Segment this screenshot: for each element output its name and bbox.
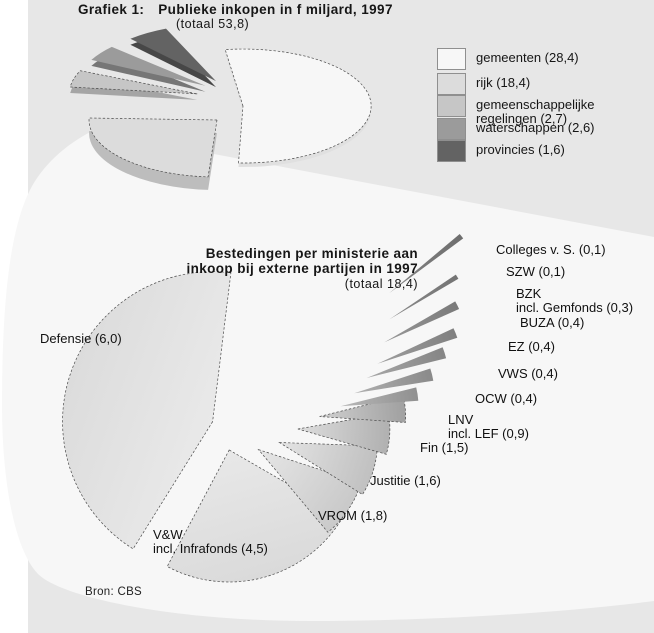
fan-slice-justitie bbox=[278, 442, 378, 495]
pie-slice-provincies bbox=[130, 28, 216, 82]
legend-item-waterschappen: waterschappen (2,6) bbox=[437, 118, 595, 140]
legend-swatch-gemeenschappelijke-regelingen bbox=[437, 95, 466, 117]
slice-label-line: V&W bbox=[153, 527, 183, 542]
top-chart-title-prefix: Grafiek 1: bbox=[78, 2, 145, 17]
top-chart-subtitle: (totaal 53,8) bbox=[176, 17, 250, 31]
legend-label-provincies: provincies (1,6) bbox=[476, 140, 565, 157]
slice-label-ocw: OCW (0,4) bbox=[475, 392, 537, 406]
legend-label-line: provincies (1,6) bbox=[476, 142, 565, 157]
legend-label-line: rijk (18,4) bbox=[476, 75, 531, 90]
pie-slice-rijk bbox=[88, 117, 218, 178]
slice-label-line: Colleges v. S. (0,1) bbox=[496, 242, 606, 257]
legend-label-gemeenschappelijke-regelingen: gemeenschappelijke regelingen (2,7) bbox=[476, 95, 595, 125]
fan-slice-szw bbox=[389, 274, 459, 320]
top-chart-title: Grafiek 1: Publieke inkopen in f miljard,… bbox=[78, 2, 393, 17]
slice-label-line: Justitie (1,6) bbox=[370, 473, 441, 488]
fan-slice-ocw bbox=[340, 387, 419, 407]
slice-label-fin: Fin (1,5) bbox=[420, 441, 468, 455]
slice-label-vw: V&W incl. Infrafonds (4,5) bbox=[153, 528, 268, 555]
fan-slice-vws bbox=[354, 368, 434, 394]
slice-label-line: LNV bbox=[448, 412, 474, 427]
legend-item-provincies: provincies (1,6) bbox=[437, 140, 565, 162]
legend-label-waterschappen: waterschappen (2,6) bbox=[476, 118, 595, 135]
legend-label-line: gemeenschappelijke bbox=[476, 97, 595, 112]
pie-slice-gemeenschappelijke-regelingen bbox=[69, 70, 198, 95]
slice-label-line: SZW (0,1) bbox=[506, 264, 566, 279]
slice-label-ez: EZ (0,4) bbox=[508, 340, 555, 354]
legend-label-line: waterschappen (2,6) bbox=[476, 120, 595, 135]
source-note: Bron: CBS bbox=[85, 586, 143, 598]
bottom-fan-chart bbox=[62, 234, 464, 583]
bottom-chart-title-line1: Bestedingen per ministerie aan bbox=[205, 246, 418, 261]
pie-slice-gemeenten bbox=[224, 48, 372, 164]
pie-slice-waterschappen bbox=[91, 46, 206, 86]
fan-slice-defensie bbox=[62, 271, 232, 550]
slice-label-lnv: LNV incl. LEF (0,9) bbox=[448, 413, 529, 440]
slice-label-buza: BUZA (0,4) bbox=[520, 316, 584, 330]
slice-label-colleges: Colleges v. S. (0,1) bbox=[496, 243, 606, 257]
legend-swatch-gemeenten bbox=[437, 48, 466, 70]
legend-label-line: gemeenten (28,4) bbox=[476, 50, 579, 65]
legend-label-line: regelingen (2,7) bbox=[476, 110, 568, 126]
bottom-chart-subtitle: (totaal 18,4) bbox=[344, 277, 418, 291]
legend-item-gemeenschappelijke-regelingen: gemeenschappelijke regelingen (2,7) bbox=[437, 95, 595, 125]
slice-label-vrom: VROM (1,8) bbox=[318, 509, 387, 523]
fan-slice-bzk bbox=[384, 301, 460, 343]
slice-label-justitie: Justitie (1,6) bbox=[370, 474, 441, 488]
legend-swatch-rijk bbox=[437, 73, 466, 95]
legend-item-rijk: rijk (18,4) bbox=[437, 73, 530, 95]
slice-label-line: BZK bbox=[516, 286, 542, 301]
top-chart-title-text: Publieke inkopen in f miljard, 1997 bbox=[158, 2, 393, 17]
slice-label-line: VWS (0,4) bbox=[498, 366, 558, 381]
fan-slice-vw bbox=[166, 449, 344, 583]
slice-label-line: BUZA (0,4) bbox=[520, 315, 585, 330]
slice-label-line: EZ (0,4) bbox=[508, 339, 555, 354]
slice-label-line: incl. LEF (0,9) bbox=[448, 425, 529, 441]
top-pie-chart bbox=[69, 28, 372, 190]
fan-slice-colleges bbox=[389, 234, 464, 294]
legend-swatch-waterschappen bbox=[437, 118, 466, 140]
bottom-chart-title: Bestedingen per ministerie aan inkoop bi… bbox=[88, 246, 418, 276]
legend-label-rijk: rijk (18,4) bbox=[476, 73, 530, 90]
slice-label-line: incl. Gemfonds (0,3) bbox=[516, 299, 634, 315]
legend-swatch-provincies bbox=[437, 140, 466, 162]
slice-label-defensie: Defensie (6,0) bbox=[40, 332, 122, 346]
legend-item-gemeenten: gemeenten (28,4) bbox=[437, 48, 579, 70]
fan-slice-ez bbox=[366, 347, 447, 378]
slice-label-szw: SZW (0,1) bbox=[506, 265, 565, 279]
slice-label-bzk: BZK incl. Gemfonds (0,3) bbox=[516, 287, 633, 314]
slice-label-line: OCW (0,4) bbox=[475, 391, 538, 406]
slice-label-line: Fin (1,5) bbox=[420, 440, 469, 455]
legend-label-gemeenten: gemeenten (28,4) bbox=[476, 48, 579, 65]
fan-slice-buza bbox=[377, 328, 458, 364]
bottom-chart-title-line2: inkoop bij externe partijen in 1997 bbox=[186, 261, 418, 276]
slice-label-line: Defensie (6,0) bbox=[40, 331, 122, 346]
slice-label-vws: VWS (0,4) bbox=[498, 367, 558, 381]
slice-label-line: incl. Infrafonds (4,5) bbox=[153, 540, 268, 556]
slice-label-line: VROM (1,8) bbox=[318, 508, 388, 523]
